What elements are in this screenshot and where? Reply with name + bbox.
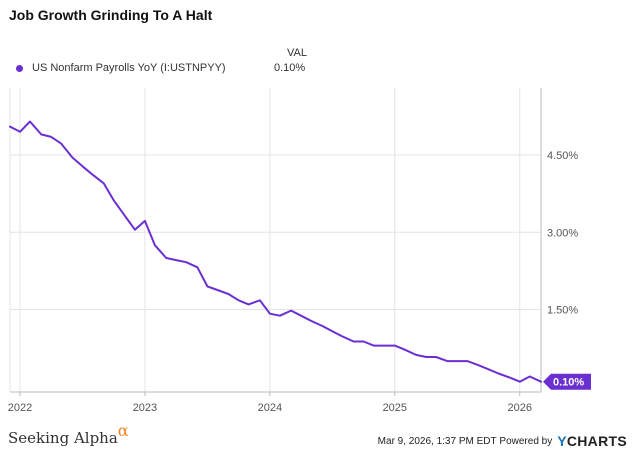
footer-attribution: Mar 9, 2026, 1:37 PM EDT Powered by YCHA… — [378, 433, 627, 449]
series-layer: 0.10% — [9, 120, 591, 390]
timestamp: Mar 9, 2026, 1:37 PM EDT — [377, 435, 497, 447]
ycharts-logo: YCHARTS — [557, 433, 627, 449]
legend-series-name: US Nonfarm Payrolls YoY (I:USTNPYY) — [32, 62, 226, 74]
brand-name: Seeking Alpha — [8, 429, 118, 447]
x-tick-label: 2026 — [508, 402, 532, 414]
legend-series-value: 0.10% — [274, 62, 306, 74]
y-tick-label: 3.00% — [547, 227, 578, 239]
alpha-symbol-icon: α — [117, 421, 129, 440]
end-value-flag — [543, 373, 591, 390]
x-tick-label: 2022 — [8, 402, 32, 414]
series-line — [9, 120, 542, 383]
end-value-label: 0.10% — [553, 377, 584, 389]
y-tick-label: 1.50% — [547, 305, 578, 317]
chart-title: Job Growth Grinding To A Halt — [9, 7, 213, 23]
x-tick-label: 2023 — [133, 402, 157, 414]
gridlines — [10, 88, 541, 392]
y-tick-label: 4.50% — [547, 150, 578, 162]
legend-dot-icon — [16, 64, 23, 72]
x-tick-label: 2024 — [258, 402, 282, 414]
legend-item[interactable]: US Nonfarm Payrolls YoY (I:USTNPYY) — [16, 62, 226, 74]
legend-column-header: VAL — [287, 47, 307, 59]
x-tick-label: 2025 — [383, 402, 407, 414]
seeking-alpha-logo: Seeking Alphaα — [8, 421, 129, 447]
powered-by-label: Powered by — [499, 435, 553, 447]
ycharts-wordmark: CHARTS — [566, 433, 627, 449]
tick-labels: 1.50% 3.00% 4.50% 2022 2023 2024 2025 2026 — [8, 150, 579, 414]
ycharts-y-mark: Y — [557, 433, 567, 449]
axes — [9, 88, 542, 396]
